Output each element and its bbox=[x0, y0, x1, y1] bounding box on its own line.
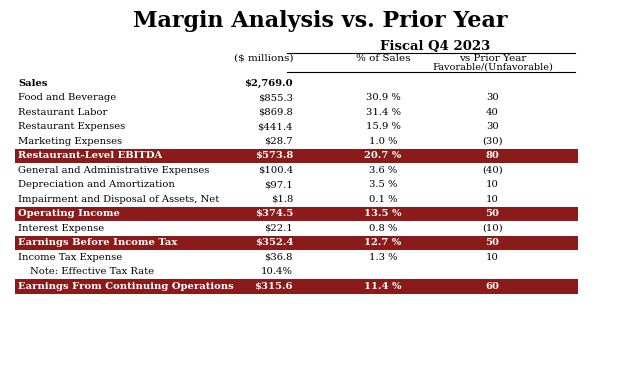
Text: Income Tax Expense: Income Tax Expense bbox=[18, 253, 122, 262]
Text: $441.4: $441.4 bbox=[257, 122, 293, 131]
Text: Impairment and Disposal of Assets, Net: Impairment and Disposal of Assets, Net bbox=[18, 195, 220, 204]
Text: 0.8 %: 0.8 % bbox=[369, 224, 397, 233]
Text: (10): (10) bbox=[482, 224, 503, 233]
Text: 3.5 %: 3.5 % bbox=[369, 180, 397, 189]
Text: Depreciation and Amortization: Depreciation and Amortization bbox=[18, 180, 175, 189]
Text: 30: 30 bbox=[486, 93, 499, 102]
Text: 1.3 %: 1.3 % bbox=[369, 253, 397, 262]
Text: Restaurant-Level EBITDA: Restaurant-Level EBITDA bbox=[18, 151, 163, 160]
Text: 10: 10 bbox=[486, 180, 499, 189]
FancyBboxPatch shape bbox=[15, 149, 578, 163]
FancyBboxPatch shape bbox=[15, 279, 578, 294]
Text: vs Prior Year: vs Prior Year bbox=[459, 54, 526, 63]
Text: Earnings Before Income Tax: Earnings Before Income Tax bbox=[18, 238, 177, 247]
Text: $28.7: $28.7 bbox=[264, 137, 293, 146]
Text: Marketing Expenses: Marketing Expenses bbox=[18, 137, 122, 146]
Text: 3.6 %: 3.6 % bbox=[369, 166, 397, 175]
Text: 30.9 %: 30.9 % bbox=[365, 93, 401, 102]
Text: $1.8: $1.8 bbox=[271, 195, 293, 204]
Text: 12.7 %: 12.7 % bbox=[364, 238, 402, 247]
Text: 31.4 %: 31.4 % bbox=[365, 108, 401, 117]
Text: 50: 50 bbox=[486, 209, 499, 218]
Text: Margin Analysis vs. Prior Year: Margin Analysis vs. Prior Year bbox=[132, 10, 508, 32]
Text: 50: 50 bbox=[486, 238, 499, 247]
Text: Restaurant Labor: Restaurant Labor bbox=[18, 108, 108, 117]
Text: 11.4 %: 11.4 % bbox=[364, 282, 402, 291]
Text: Earnings From Continuing Operations: Earnings From Continuing Operations bbox=[18, 282, 234, 291]
Text: Sales: Sales bbox=[18, 79, 47, 88]
Text: 40: 40 bbox=[486, 108, 499, 117]
Text: Restaurant Expenses: Restaurant Expenses bbox=[18, 122, 125, 131]
FancyBboxPatch shape bbox=[15, 236, 578, 250]
Text: Food and Beverage: Food and Beverage bbox=[18, 93, 116, 102]
Text: $97.1: $97.1 bbox=[264, 180, 293, 189]
Text: General and Administrative Expenses: General and Administrative Expenses bbox=[18, 166, 209, 175]
Text: Note: Effective Tax Rate: Note: Effective Tax Rate bbox=[30, 267, 154, 276]
Text: $22.1: $22.1 bbox=[264, 224, 293, 233]
Text: 10.4%: 10.4% bbox=[261, 267, 293, 276]
Text: 0.1 %: 0.1 % bbox=[369, 195, 397, 204]
Text: Favorable/(Unfavorable): Favorable/(Unfavorable) bbox=[432, 63, 553, 72]
Text: ($ millions): ($ millions) bbox=[234, 54, 293, 63]
Text: $315.6: $315.6 bbox=[255, 282, 293, 291]
FancyBboxPatch shape bbox=[15, 206, 578, 221]
Text: 1.0 %: 1.0 % bbox=[369, 137, 397, 146]
Text: $36.8: $36.8 bbox=[264, 253, 293, 262]
Text: $374.5: $374.5 bbox=[255, 209, 293, 218]
Text: 20.7 %: 20.7 % bbox=[364, 151, 402, 160]
Text: 13.5 %: 13.5 % bbox=[364, 209, 402, 218]
Text: % of Sales: % of Sales bbox=[356, 54, 410, 63]
Text: $855.3: $855.3 bbox=[258, 93, 293, 102]
Text: Interest Expense: Interest Expense bbox=[18, 224, 104, 233]
Text: 10: 10 bbox=[486, 253, 499, 262]
Text: 10: 10 bbox=[486, 195, 499, 204]
Text: $2,769.0: $2,769.0 bbox=[244, 79, 293, 88]
Text: 15.9 %: 15.9 % bbox=[365, 122, 401, 131]
Text: (40): (40) bbox=[482, 166, 503, 175]
Text: 60: 60 bbox=[486, 282, 499, 291]
Text: Operating Income: Operating Income bbox=[18, 209, 120, 218]
Text: (30): (30) bbox=[482, 137, 503, 146]
Text: 80: 80 bbox=[486, 151, 499, 160]
Text: $352.4: $352.4 bbox=[255, 238, 293, 247]
Text: Fiscal Q4 2023: Fiscal Q4 2023 bbox=[380, 40, 490, 53]
Text: 30: 30 bbox=[486, 122, 499, 131]
Text: $869.8: $869.8 bbox=[258, 108, 293, 117]
Text: $573.8: $573.8 bbox=[255, 151, 293, 160]
Text: $100.4: $100.4 bbox=[258, 166, 293, 175]
